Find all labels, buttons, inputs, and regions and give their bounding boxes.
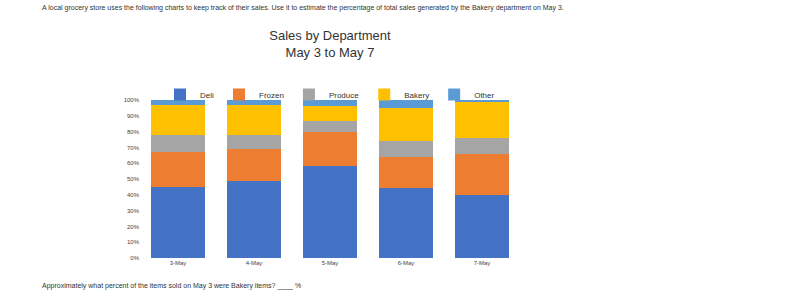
svg-text:Other: Other (474, 91, 494, 100)
svg-text:A local grocery store uses the: A local grocery store uses the following… (42, 4, 564, 12)
svg-text:3-May: 3-May (170, 260, 187, 266)
svg-text:6-May: 6-May (398, 260, 415, 266)
svg-text:7-May: 7-May (474, 260, 491, 266)
svg-text:10%: 10% (127, 239, 140, 245)
svg-text:30%: 30% (127, 208, 140, 214)
svg-text:80%: 80% (127, 129, 140, 135)
svg-text:70%: 70% (127, 145, 140, 151)
svg-text:40%: 40% (127, 192, 140, 198)
svg-text:5-May: 5-May (322, 260, 339, 266)
svg-text:Bakery: Bakery (404, 91, 429, 100)
svg-text:Sales by DepartmentMay 3 to Ma: Sales by DepartmentMay 3 to May 7 (269, 28, 391, 60)
svg-text:Approximately what percent of: Approximately what percent of the items … (42, 282, 301, 290)
svg-text:20%: 20% (127, 224, 140, 230)
svg-text:Frozen: Frozen (259, 91, 284, 100)
svg-text:100%: 100% (124, 97, 140, 103)
svg-text:50%: 50% (127, 176, 140, 182)
svg-text:60%: 60% (127, 160, 140, 166)
svg-text:0%: 0% (130, 255, 139, 261)
svg-text:Produce: Produce (329, 91, 359, 100)
svg-text:4-May: 4-May (246, 260, 263, 266)
svg-text:Deli: Deli (200, 91, 214, 100)
svg-text:90%: 90% (127, 113, 140, 119)
